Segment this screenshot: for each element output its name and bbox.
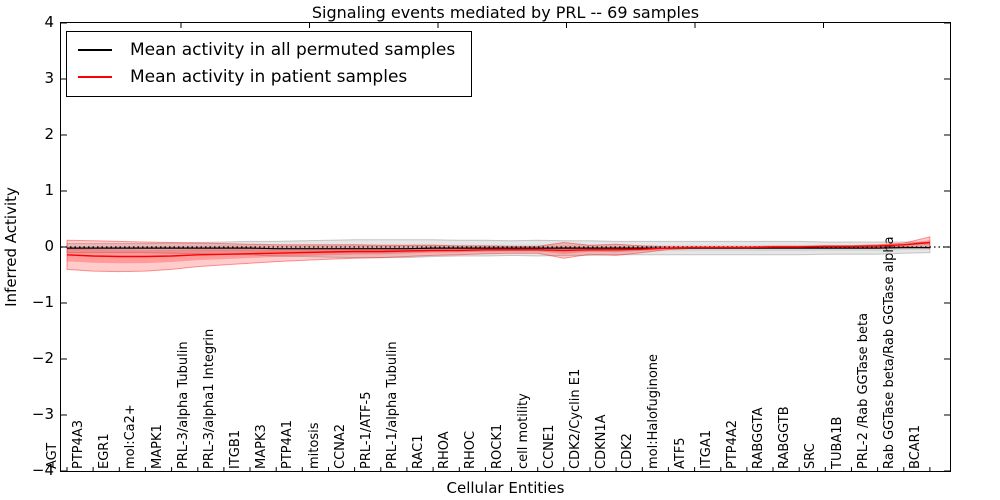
legend-item-patient: Mean activity in patient samples [78, 67, 455, 87]
chart-title: Signaling events mediated by PRL -- 69 s… [311, 3, 700, 22]
x-axis-label: Cellular Entities [446, 479, 565, 497]
chart-canvas [61, 23, 950, 471]
y-tick-label: −2 [31, 349, 54, 367]
y-tick-label: −3 [31, 405, 54, 423]
y-tick-label: 1 [44, 181, 54, 199]
legend-line-red [78, 76, 112, 78]
patient-mean-line [66, 241, 930, 258]
legend-line-black [78, 49, 112, 51]
axis-ticks [61, 23, 950, 471]
y-axis-label-wrap: Inferred Activity [0, 22, 22, 472]
y-tick-label: 3 [44, 69, 54, 87]
legend-label: Mean activity in all permuted samples [130, 40, 456, 60]
y-tick-label: 2 [44, 125, 54, 143]
y-tick-label: 4 [44, 13, 54, 31]
y-axis-label: Inferred Activity [2, 187, 21, 307]
legend-label: Mean activity in patient samples [130, 67, 408, 87]
y-tick-label: −1 [31, 293, 54, 311]
x-tick-label: AGT [45, 442, 60, 469]
patient-band-inner [67, 240, 930, 264]
y-tick-label: −4 [31, 461, 54, 479]
legend: Mean activity in all permuted samples Me… [66, 31, 473, 97]
permuted-mean-line [67, 247, 930, 250]
plot-area: AGT PTP4A3 EGR1 mol:Ca2+ MAPK1 PRL-3/alpha Tu… [45, 22, 951, 472]
y-tick-label: 0 [44, 237, 54, 255]
legend-item-permuted: Mean activity in all permuted samples [78, 40, 455, 60]
